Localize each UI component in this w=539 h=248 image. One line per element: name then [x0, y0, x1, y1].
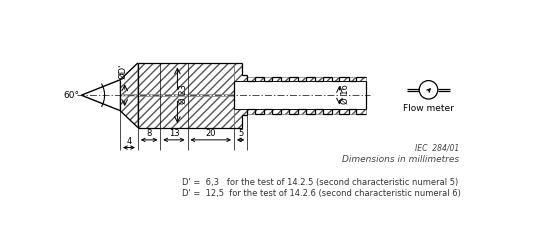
Polygon shape: [247, 77, 264, 81]
Text: IEC  284/01: IEC 284/01: [414, 144, 459, 153]
Polygon shape: [120, 63, 138, 94]
Polygon shape: [332, 109, 349, 114]
Text: 5: 5: [238, 129, 243, 138]
Polygon shape: [332, 77, 349, 81]
Polygon shape: [264, 77, 281, 81]
Text: 4: 4: [126, 137, 132, 146]
Polygon shape: [349, 109, 366, 114]
Polygon shape: [281, 109, 298, 114]
Polygon shape: [298, 77, 315, 81]
Polygon shape: [138, 63, 234, 94]
Polygon shape: [315, 109, 332, 114]
Text: Dimensions in millimetres: Dimensions in millimetres: [342, 155, 460, 163]
Text: Flow meter: Flow meter: [403, 104, 454, 113]
Polygon shape: [298, 109, 315, 114]
Text: D' =  12,5  for the test of 14.2.6 (second characteristic numeral 6): D' = 12,5 for the test of 14.2.6 (second…: [182, 189, 461, 198]
Text: Ø 16: Ø 16: [341, 84, 350, 104]
Text: 13: 13: [169, 129, 179, 138]
Text: 8: 8: [147, 129, 152, 138]
Polygon shape: [315, 77, 332, 81]
Text: 60°: 60°: [64, 91, 80, 100]
Text: D' =  6,3   for the test of 14.2.5 (second characteristic numeral 5): D' = 6,3 for the test of 14.2.5 (second …: [182, 178, 458, 186]
Text: ØD': ØD': [119, 64, 128, 79]
Polygon shape: [281, 77, 298, 81]
Polygon shape: [349, 77, 366, 81]
Polygon shape: [234, 109, 247, 127]
Polygon shape: [247, 109, 264, 114]
Polygon shape: [264, 109, 281, 114]
Text: Ø 23: Ø 23: [179, 84, 188, 104]
Polygon shape: [120, 96, 138, 127]
Text: 20: 20: [205, 129, 216, 138]
Polygon shape: [234, 63, 247, 81]
Polygon shape: [138, 96, 234, 127]
